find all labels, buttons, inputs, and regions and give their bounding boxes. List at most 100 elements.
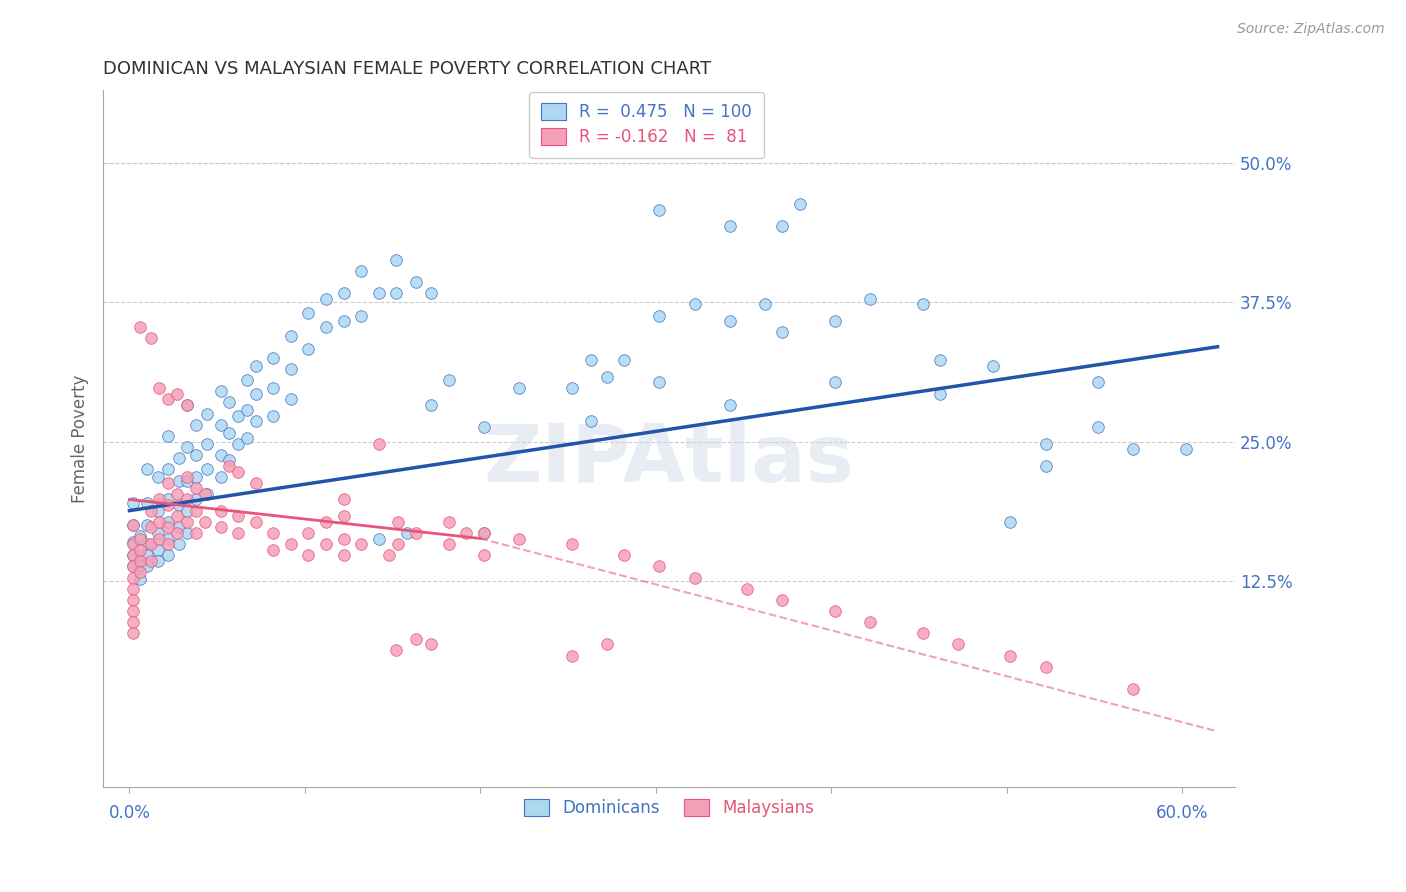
Point bbox=[157, 462, 180, 476]
Point bbox=[176, 474, 198, 488]
Point bbox=[166, 509, 188, 524]
Point bbox=[245, 475, 267, 490]
Point bbox=[195, 487, 218, 501]
Point bbox=[508, 381, 530, 395]
Point bbox=[139, 331, 162, 345]
Point bbox=[176, 398, 198, 412]
Point bbox=[824, 376, 846, 390]
Point bbox=[332, 548, 354, 562]
Point bbox=[186, 492, 208, 507]
Point bbox=[209, 417, 232, 432]
Point bbox=[122, 626, 145, 640]
Point bbox=[648, 309, 671, 323]
Point bbox=[195, 436, 218, 450]
Point bbox=[122, 518, 145, 533]
Point bbox=[122, 559, 145, 574]
Point bbox=[122, 537, 145, 551]
Point bbox=[136, 548, 159, 562]
Point bbox=[122, 582, 145, 596]
Point bbox=[579, 414, 602, 428]
Point bbox=[176, 470, 198, 484]
Point bbox=[472, 548, 495, 562]
Point bbox=[146, 525, 169, 540]
Point bbox=[157, 498, 180, 512]
Point bbox=[129, 548, 152, 562]
Point bbox=[315, 319, 337, 334]
Point bbox=[122, 604, 145, 618]
Point bbox=[167, 498, 190, 512]
Point bbox=[1035, 436, 1057, 450]
Point bbox=[122, 534, 145, 549]
Point bbox=[186, 525, 208, 540]
Point bbox=[911, 297, 934, 311]
Point bbox=[139, 554, 162, 568]
Point bbox=[236, 431, 259, 445]
Point bbox=[218, 425, 240, 440]
Point bbox=[122, 592, 145, 607]
Point bbox=[122, 559, 145, 574]
Point bbox=[718, 219, 741, 234]
Point bbox=[718, 398, 741, 412]
Point bbox=[157, 475, 180, 490]
Point bbox=[209, 384, 232, 399]
Y-axis label: Female Poverty: Female Poverty bbox=[72, 375, 89, 503]
Point bbox=[754, 297, 776, 311]
Point bbox=[789, 197, 811, 211]
Point bbox=[236, 373, 259, 387]
Point bbox=[167, 537, 190, 551]
Point bbox=[929, 353, 952, 368]
Point bbox=[929, 386, 952, 401]
Point bbox=[129, 542, 152, 557]
Point bbox=[122, 570, 145, 584]
Point bbox=[280, 328, 302, 343]
Point bbox=[245, 359, 267, 373]
Point bbox=[157, 392, 180, 406]
Point bbox=[166, 487, 188, 501]
Point bbox=[367, 286, 389, 301]
Point bbox=[315, 292, 337, 306]
Text: Source: ZipAtlas.com: Source: ZipAtlas.com bbox=[1237, 22, 1385, 37]
Point bbox=[387, 515, 409, 529]
Point bbox=[280, 362, 302, 376]
Point bbox=[1174, 442, 1197, 457]
Point bbox=[735, 582, 758, 596]
Point bbox=[226, 465, 249, 479]
Point bbox=[209, 520, 232, 534]
Point bbox=[262, 542, 284, 557]
Point bbox=[195, 407, 218, 421]
Point bbox=[596, 369, 619, 384]
Point bbox=[683, 570, 706, 584]
Point bbox=[946, 637, 969, 651]
Point bbox=[129, 554, 152, 568]
Point bbox=[146, 470, 169, 484]
Point bbox=[297, 342, 319, 356]
Point bbox=[911, 626, 934, 640]
Point bbox=[245, 414, 267, 428]
Point bbox=[332, 532, 354, 546]
Point bbox=[157, 537, 180, 551]
Point bbox=[186, 503, 208, 517]
Point bbox=[146, 542, 169, 557]
Point bbox=[824, 314, 846, 328]
Point bbox=[186, 417, 208, 432]
Point bbox=[194, 515, 217, 529]
Point bbox=[280, 537, 302, 551]
Point bbox=[770, 325, 793, 339]
Point bbox=[262, 381, 284, 395]
Point bbox=[367, 532, 389, 546]
Point bbox=[226, 436, 249, 450]
Point bbox=[508, 532, 530, 546]
Point bbox=[157, 520, 180, 534]
Point bbox=[981, 359, 1004, 373]
Point bbox=[167, 520, 190, 534]
Point bbox=[385, 252, 408, 267]
Point bbox=[1035, 458, 1057, 473]
Point bbox=[683, 297, 706, 311]
Point bbox=[824, 604, 846, 618]
Point bbox=[176, 503, 198, 517]
Point bbox=[332, 314, 354, 328]
Point bbox=[136, 496, 159, 510]
Point bbox=[472, 420, 495, 434]
Point bbox=[146, 503, 169, 517]
Text: ZIPAtlas: ZIPAtlas bbox=[484, 421, 855, 499]
